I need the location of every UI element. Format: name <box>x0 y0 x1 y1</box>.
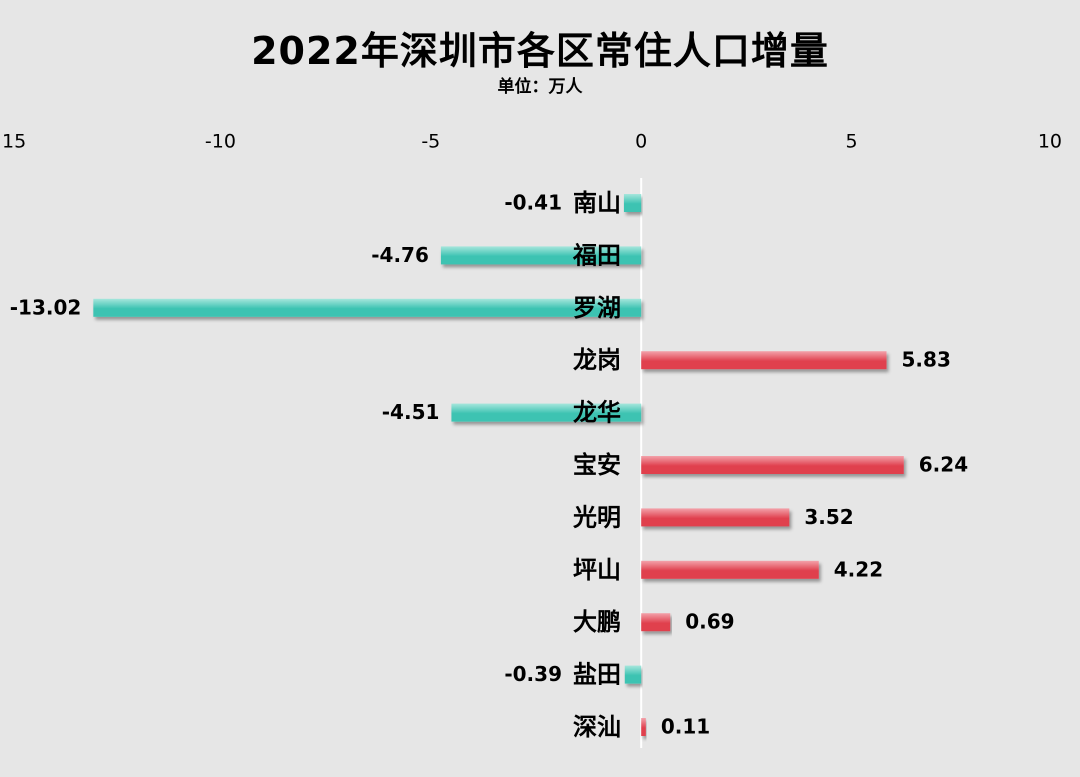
data-label: -4.76 <box>371 243 429 267</box>
data-label: 0.69 <box>685 610 734 634</box>
category-label: 龙华 <box>573 399 621 427</box>
data-label: -13.02 <box>10 295 82 319</box>
data-label: -0.39 <box>504 662 562 686</box>
x-tick-label: -5 <box>421 131 440 153</box>
x-tick-label: 5 <box>846 131 858 153</box>
category-label: 罗湖 <box>573 294 621 322</box>
chart-title: 2022年深圳市各区常住人口增量 <box>251 29 829 73</box>
data-label: 0.11 <box>661 715 710 739</box>
bar <box>93 298 642 317</box>
bar <box>641 351 887 370</box>
bar <box>624 665 642 684</box>
x-tick-label: 15 <box>2 131 26 153</box>
data-label: 6.24 <box>919 453 968 477</box>
category-label: 盐田 <box>573 661 621 689</box>
data-label: 5.83 <box>902 348 951 372</box>
data-label: 3.52 <box>804 505 853 529</box>
x-tick-label: -10 <box>205 131 236 153</box>
category-label: 龙岗 <box>573 346 621 374</box>
data-label: 4.22 <box>834 557 883 581</box>
category-label: 南山 <box>573 189 621 217</box>
bar <box>451 403 642 422</box>
data-label: -4.51 <box>382 400 440 424</box>
bar <box>641 718 646 736</box>
x-tick-label: 0 <box>635 131 647 153</box>
category-label: 坪山 <box>573 556 621 584</box>
category-label: 宝安 <box>573 451 621 479</box>
category-label: 大鹏 <box>573 608 621 636</box>
bar <box>641 456 904 474</box>
bar <box>623 194 642 212</box>
data-label: -0.41 <box>504 191 562 215</box>
category-label: 深汕 <box>573 713 621 741</box>
x-tick-label: 10 <box>1038 131 1062 153</box>
bar <box>440 246 642 265</box>
category-label: 光明 <box>572 503 621 531</box>
category-label: 福田 <box>572 241 621 269</box>
bar <box>641 613 671 632</box>
chart-subtitle: 单位：万人 <box>497 77 583 97</box>
bar <box>641 560 819 579</box>
bar <box>641 508 790 527</box>
